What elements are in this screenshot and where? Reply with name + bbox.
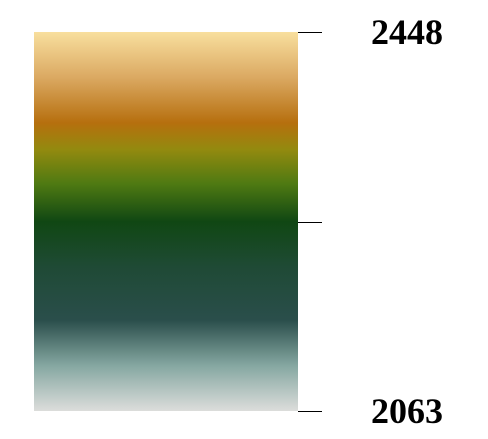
colorbar-tick-label: 2063 [371,391,443,431]
colorbar-tick-mark [298,411,322,412]
colorbar-gradient [34,32,298,411]
colorbar-tick-label: 2448 [371,12,443,52]
colorbar-tick-mark [298,32,322,33]
colorbar-tick-mark [298,222,322,223]
